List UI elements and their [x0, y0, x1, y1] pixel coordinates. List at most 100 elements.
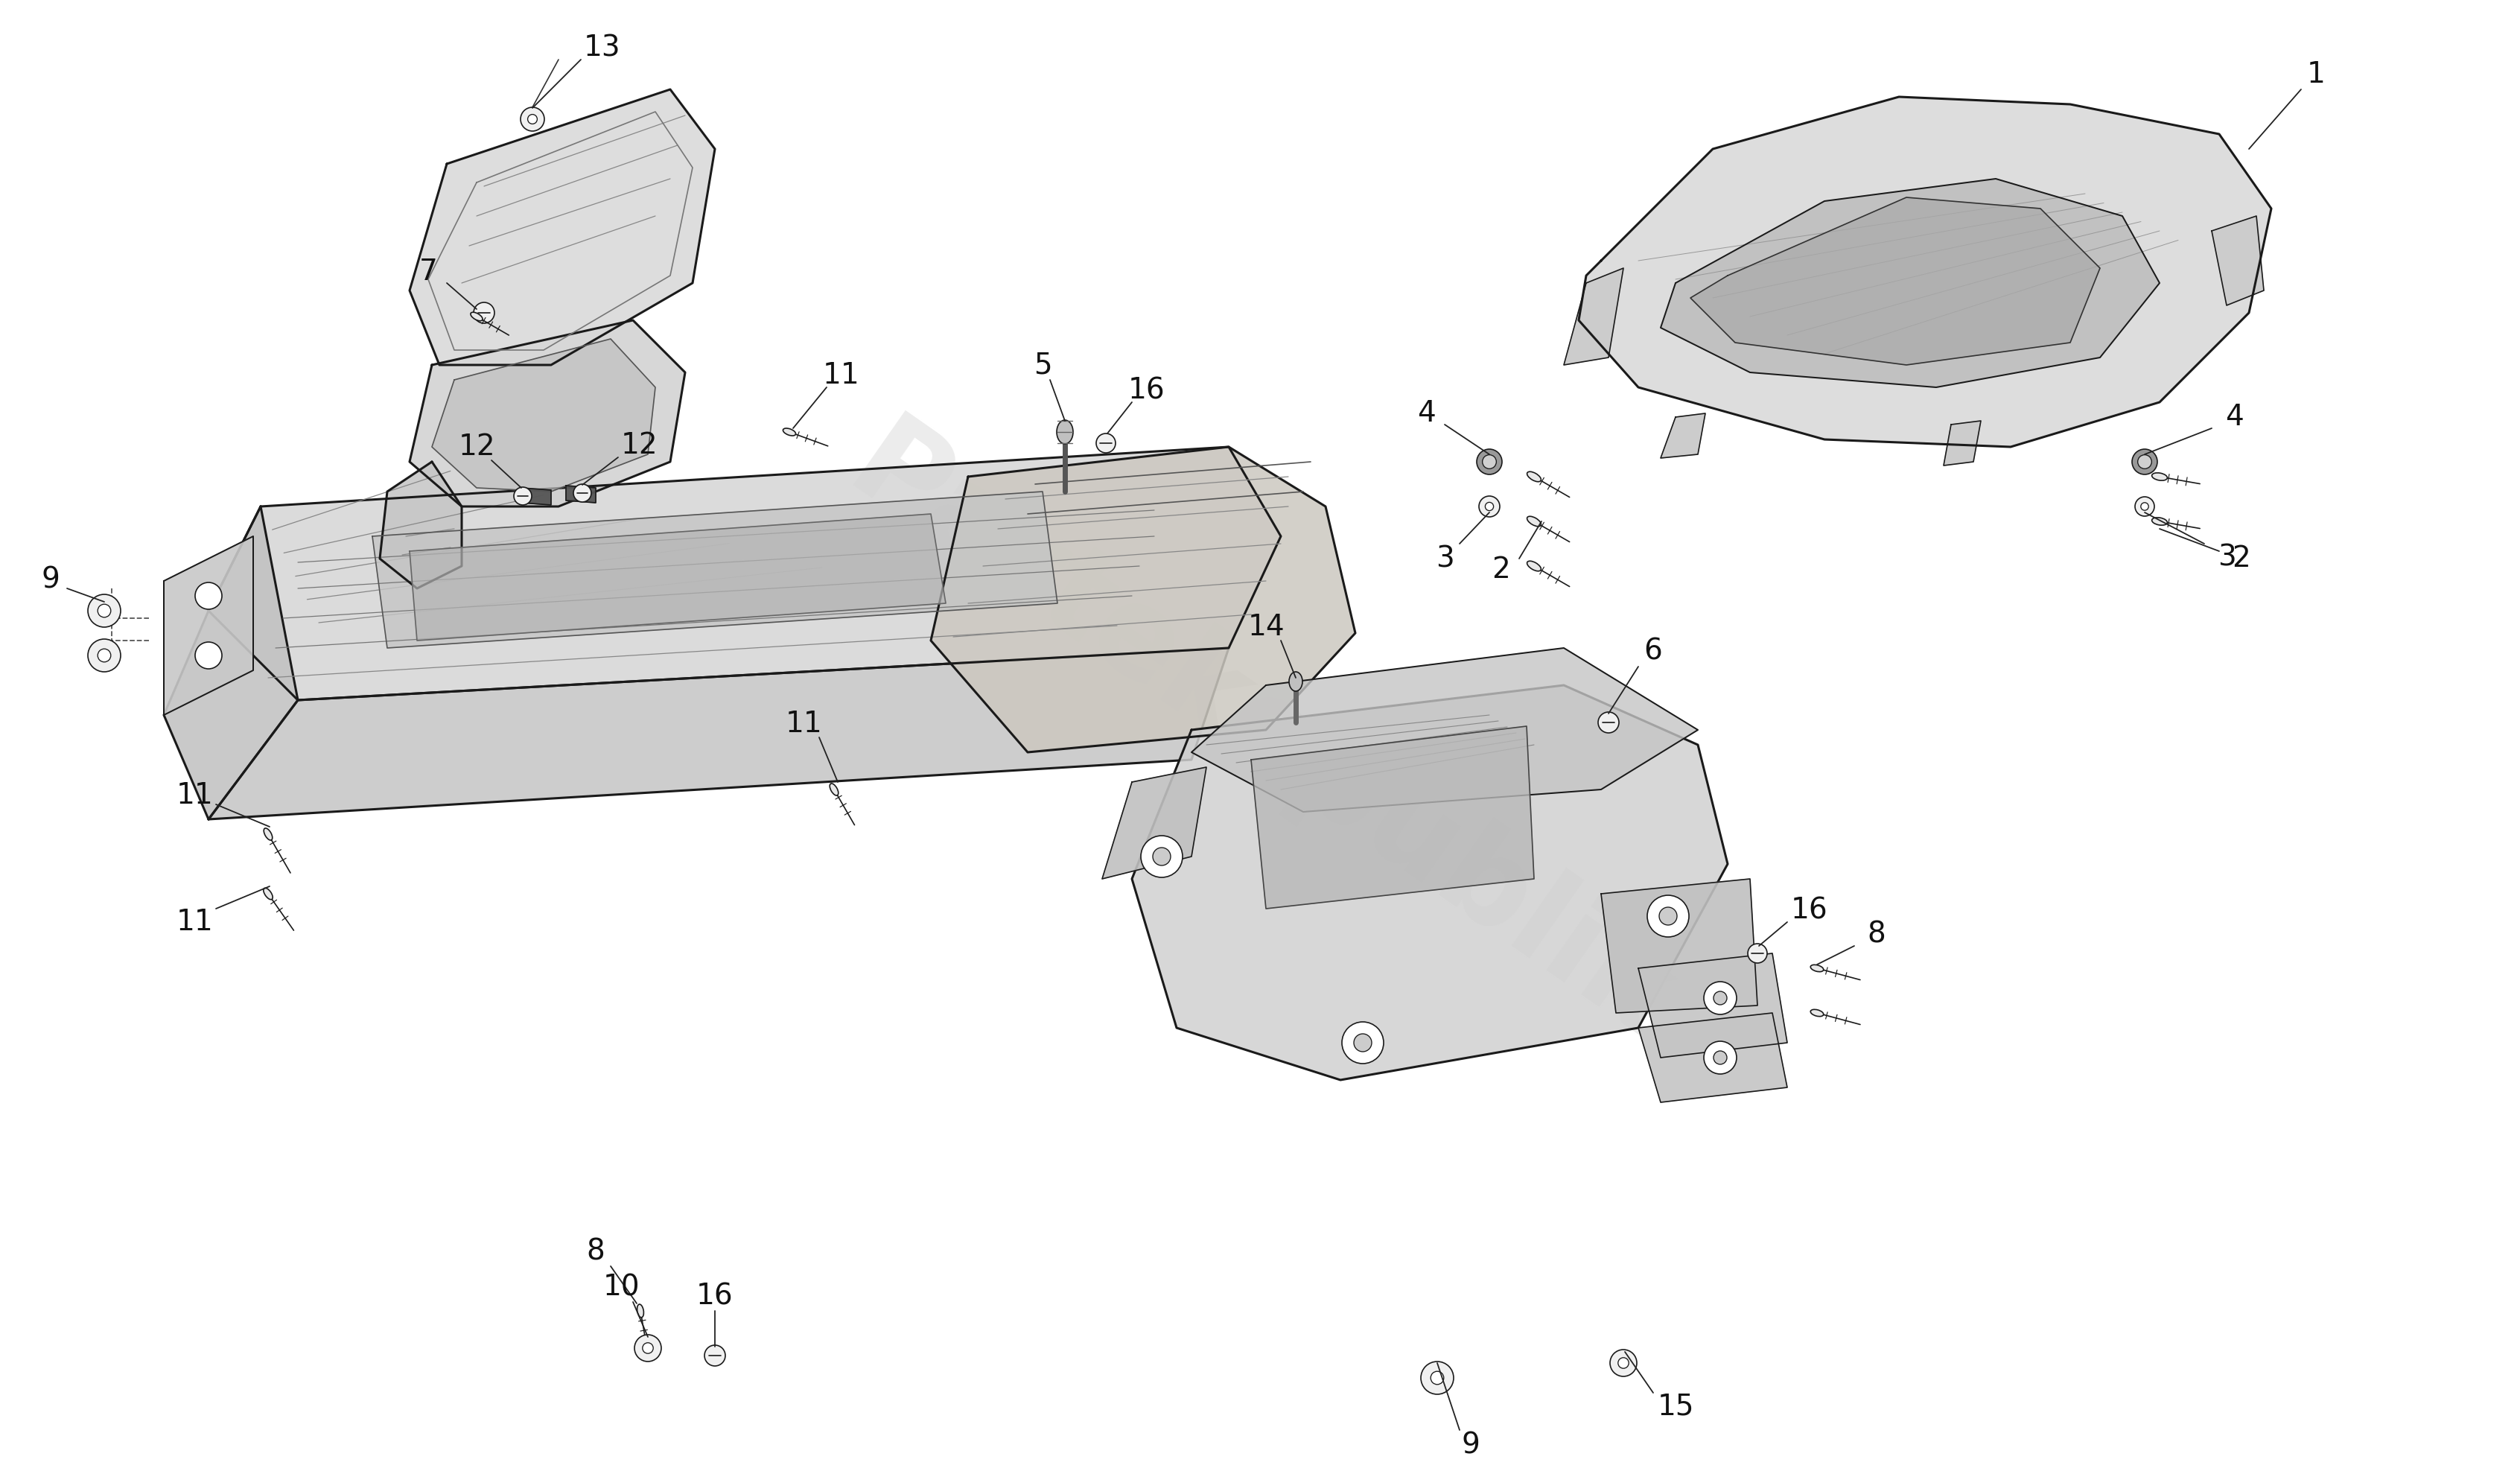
Text: Partekepublik: Partekepublik [827, 406, 1693, 1064]
Circle shape [1714, 991, 1726, 1005]
Ellipse shape [829, 784, 839, 796]
Ellipse shape [2152, 518, 2167, 525]
Polygon shape [1578, 97, 2271, 447]
Text: 12: 12 [459, 432, 494, 460]
Polygon shape [1661, 179, 2160, 387]
Circle shape [474, 303, 494, 324]
Text: 2: 2 [2233, 544, 2250, 572]
Polygon shape [431, 338, 655, 491]
Text: 11: 11 [786, 710, 822, 738]
Circle shape [88, 594, 121, 627]
Circle shape [1421, 1362, 1454, 1395]
Circle shape [527, 115, 537, 124]
Text: 4: 4 [1416, 399, 1436, 428]
Polygon shape [522, 488, 552, 505]
Polygon shape [567, 485, 595, 503]
Ellipse shape [1809, 965, 1824, 972]
Text: 15: 15 [1658, 1392, 1693, 1421]
Text: 5: 5 [1033, 350, 1051, 380]
Circle shape [98, 605, 111, 618]
Text: 16: 16 [696, 1281, 733, 1311]
Circle shape [522, 107, 544, 131]
Ellipse shape [638, 1305, 643, 1318]
Text: 3: 3 [2218, 543, 2235, 571]
Circle shape [706, 1344, 726, 1367]
Circle shape [1704, 981, 1736, 1015]
Circle shape [643, 1343, 653, 1353]
Text: 8: 8 [1867, 921, 1885, 949]
Circle shape [1610, 1349, 1638, 1377]
Text: 2: 2 [1492, 556, 1509, 584]
Circle shape [1658, 908, 1676, 925]
Text: 8: 8 [587, 1237, 605, 1265]
Circle shape [194, 641, 222, 669]
Ellipse shape [2152, 472, 2167, 481]
Text: 9: 9 [40, 565, 60, 594]
Text: 11: 11 [176, 781, 214, 809]
Polygon shape [209, 447, 1280, 700]
Circle shape [514, 487, 532, 505]
Circle shape [2134, 497, 2155, 516]
Circle shape [635, 1334, 660, 1362]
Polygon shape [411, 321, 685, 506]
Text: 11: 11 [824, 362, 859, 390]
Text: 12: 12 [620, 431, 658, 459]
Ellipse shape [1527, 472, 1542, 481]
Polygon shape [930, 447, 1356, 752]
Circle shape [98, 649, 111, 662]
Polygon shape [164, 537, 252, 715]
Text: 3: 3 [2066, 216, 2132, 306]
Circle shape [1152, 847, 1172, 865]
Circle shape [1598, 712, 1618, 733]
Text: 10: 10 [602, 1272, 640, 1302]
Ellipse shape [784, 428, 796, 435]
Circle shape [88, 638, 121, 672]
Polygon shape [209, 649, 1230, 819]
Polygon shape [164, 506, 297, 819]
Text: 14: 14 [1247, 613, 1285, 641]
Circle shape [1704, 1041, 1736, 1074]
Ellipse shape [265, 888, 272, 900]
Circle shape [2132, 449, 2157, 475]
Circle shape [1142, 836, 1182, 877]
Text: 6: 6 [1643, 637, 1663, 666]
Text: 11: 11 [176, 908, 214, 936]
Ellipse shape [471, 312, 484, 321]
Text: 1: 1 [2306, 60, 2326, 88]
Circle shape [1482, 455, 1497, 469]
Circle shape [1648, 896, 1688, 937]
Polygon shape [1565, 268, 1623, 365]
Text: 16: 16 [1129, 377, 1164, 405]
Ellipse shape [1056, 421, 1074, 444]
Circle shape [1477, 449, 1502, 475]
Circle shape [1479, 496, 1499, 516]
Polygon shape [1943, 421, 1981, 465]
Circle shape [1618, 1358, 1628, 1368]
Circle shape [1353, 1034, 1371, 1052]
Text: 3: 3 [1436, 544, 1454, 572]
Circle shape [1749, 944, 1767, 964]
Polygon shape [1691, 197, 2099, 365]
Polygon shape [1250, 727, 1535, 909]
Polygon shape [1638, 953, 1787, 1058]
Circle shape [1096, 434, 1116, 453]
Polygon shape [411, 513, 945, 640]
Circle shape [1484, 502, 1494, 510]
Text: 9: 9 [1462, 1431, 1479, 1459]
Circle shape [575, 484, 592, 502]
Polygon shape [1101, 768, 1207, 878]
Polygon shape [411, 90, 716, 365]
Polygon shape [373, 491, 1058, 649]
Polygon shape [1192, 649, 1698, 812]
Circle shape [194, 583, 222, 609]
Text: 4: 4 [2225, 403, 2243, 431]
Polygon shape [1600, 878, 1756, 1014]
Polygon shape [381, 462, 461, 588]
Polygon shape [2213, 216, 2263, 306]
Ellipse shape [265, 828, 272, 840]
Ellipse shape [1527, 516, 1542, 527]
Polygon shape [1661, 413, 1706, 457]
Circle shape [1343, 1022, 1383, 1064]
Polygon shape [1638, 1014, 1787, 1102]
Circle shape [1714, 1050, 1726, 1065]
